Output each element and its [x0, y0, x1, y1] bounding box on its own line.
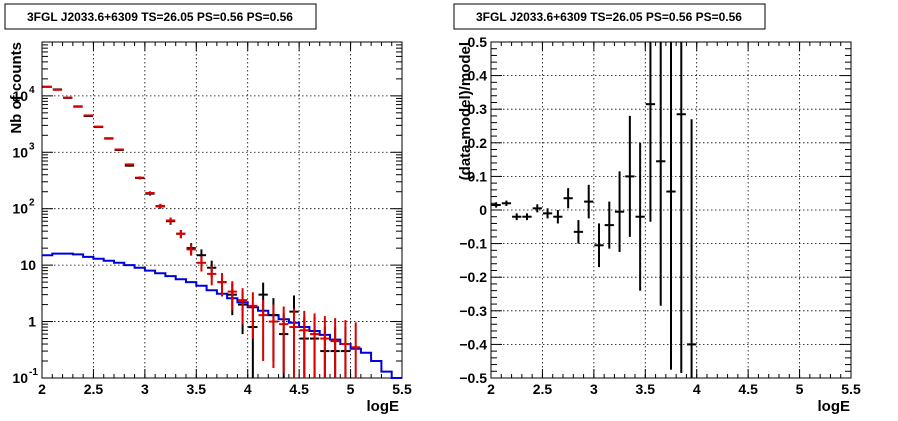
y-tick-exponent: -1 — [29, 367, 38, 378]
residual-panel: 3FGL J2033.6+6309 TS=26.05 PS=0.56 PS=0.… — [453, 3, 861, 415]
chart-title: 3FGL J2033.6+6309 TS=26.05 PS=0.56 PS=0.… — [476, 10, 742, 24]
y-tick-label: −0.2 — [459, 269, 487, 285]
x-tick-label: 2.5 — [84, 381, 104, 397]
y-tick-label: 10 — [12, 370, 28, 386]
x-tick-label: 4 — [244, 381, 252, 397]
y-tick-label: −0.4 — [459, 336, 487, 352]
x-tick-label: 2.5 — [533, 381, 553, 397]
y-tick-label: 10 — [12, 88, 28, 104]
y-tick-label: −0.1 — [459, 236, 487, 252]
x-tick-label: 3.5 — [187, 381, 207, 397]
y-tick-exponent: 2 — [29, 198, 35, 209]
title-box — [453, 3, 766, 30]
x-tick-label: 5.5 — [392, 381, 412, 397]
y-tick-label: 0.3 — [468, 101, 488, 117]
x-tick-label: 5 — [347, 381, 355, 397]
y-tick-label: −0.5 — [459, 370, 487, 386]
x-tick-label: 4.5 — [738, 381, 758, 397]
x-tick-label: 2 — [487, 381, 495, 397]
x-tick-label: 5 — [796, 381, 804, 397]
y-tick-exponent: 3 — [29, 141, 35, 152]
y-tick-label: 0.5 — [468, 34, 488, 50]
x-tick-label: 2 — [38, 381, 46, 397]
y-tick-label: 0.4 — [468, 68, 488, 84]
y-tick-label: 1 — [28, 314, 36, 330]
model-step-line — [42, 252, 402, 379]
x-tick-label: 5.5 — [841, 381, 861, 397]
y-tick-label: 0.1 — [468, 168, 488, 184]
x-tick-label: 4 — [693, 381, 701, 397]
y-axis-label: Nb of counts — [8, 42, 25, 134]
y-tick-label: 0 — [479, 202, 487, 218]
x-tick-label: 3 — [141, 381, 149, 397]
y-tick-label: 10 — [20, 257, 36, 273]
y-tick-label: 0.2 — [468, 135, 488, 151]
y-tick-label: 10 — [12, 201, 28, 217]
y-tick-exponent: 4 — [29, 85, 35, 96]
counts-panel: 3FGL J2033.6+6309 TS=26.05 PS=0.56 PS=0.… — [4, 3, 412, 415]
x-tick-label: 3 — [590, 381, 598, 397]
y-axis-label: (data-model)/model — [457, 42, 474, 180]
x-axis-label: logE — [367, 398, 400, 415]
x-tick-label: 3.5 — [636, 381, 656, 397]
chart-title: 3FGL J2033.6+6309 TS=26.05 PS=0.56 PS=0.… — [27, 10, 293, 24]
y-tick-label: 10 — [12, 144, 28, 160]
y-tick-label: −0.3 — [459, 303, 487, 319]
plot-frame — [41, 41, 403, 379]
x-tick-label: 4.5 — [289, 381, 309, 397]
x-axis-label: logE — [818, 398, 851, 415]
title-box — [4, 3, 317, 30]
